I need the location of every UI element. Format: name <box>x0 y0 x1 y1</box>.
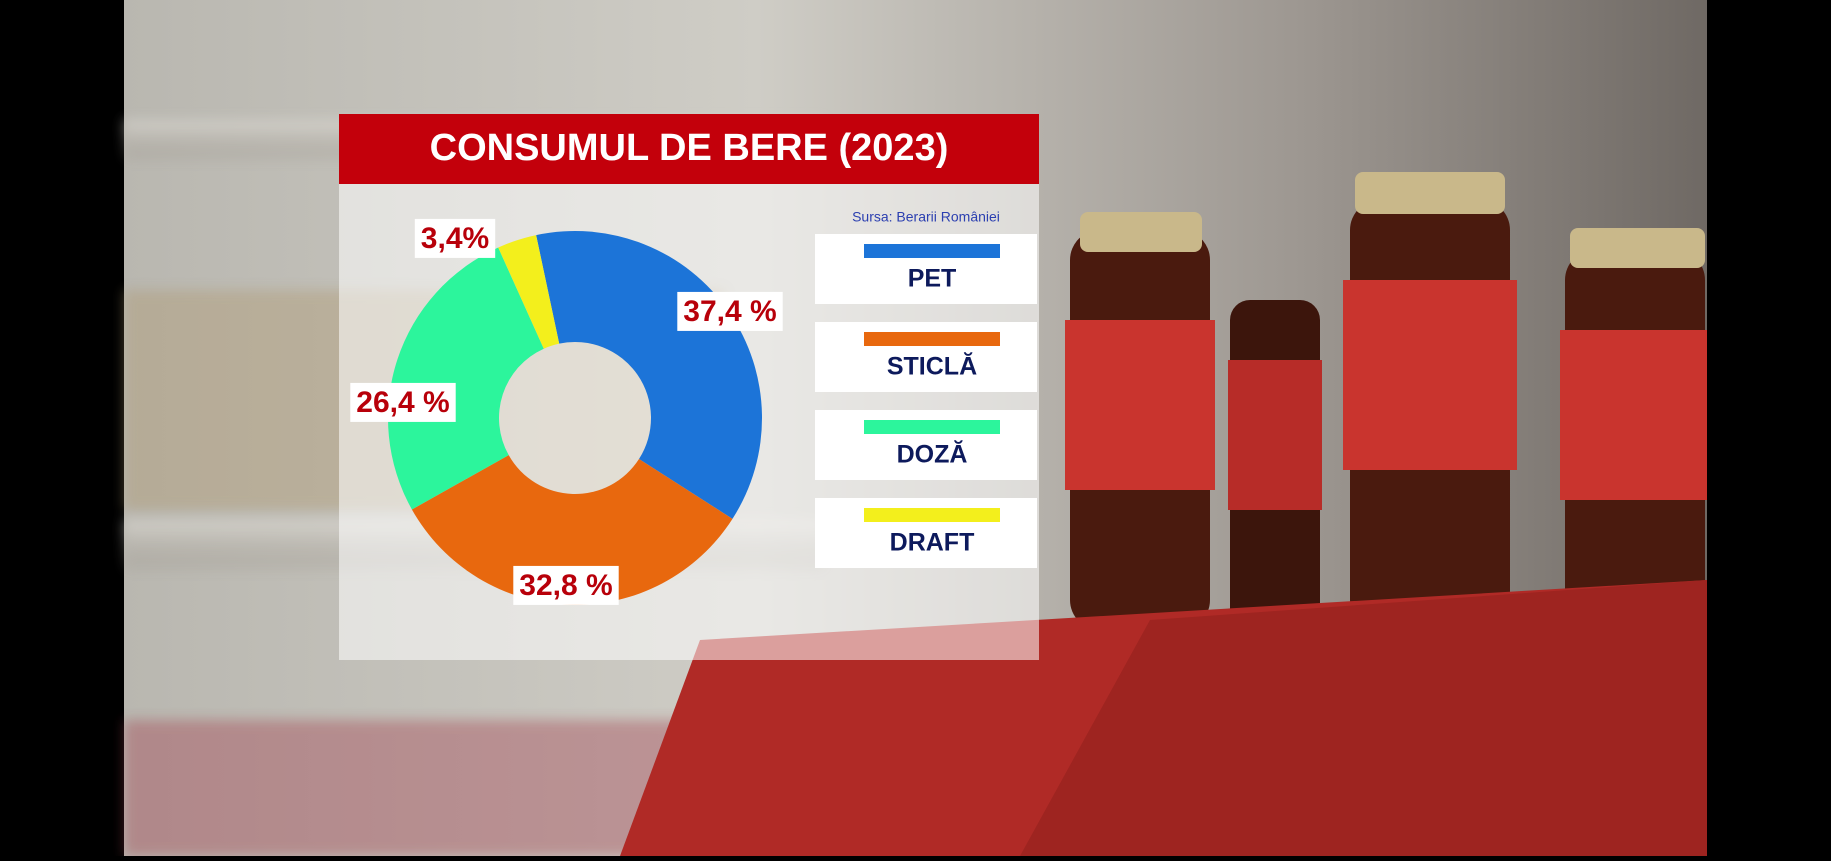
value-label-text: 32,8 % <box>519 569 612 602</box>
legend-swatch <box>864 244 1000 258</box>
wedge <box>411 455 733 605</box>
value-label-box <box>414 218 496 258</box>
wedge <box>388 247 544 510</box>
value-labels: 37,4 % 32,8 % 26,4 % 3,4% <box>350 218 783 605</box>
value-label: 3,4% <box>414 218 496 258</box>
value-label-box <box>677 291 783 331</box>
legend-label: PET <box>908 265 957 293</box>
value-label: 37,4 % <box>677 291 783 331</box>
value-label: 26,4 % <box>350 382 456 422</box>
value-label-box <box>513 565 619 605</box>
value-label-text: 26,4 % <box>356 386 449 419</box>
chart-title: CONSUMUL DE BERE (2023) <box>430 127 949 169</box>
value-label-text: 3,4% <box>421 222 489 255</box>
value-label-text: 37,4 % <box>683 295 776 328</box>
legend-label: DRAFT <box>890 529 975 557</box>
value-label-box <box>350 382 456 422</box>
legend-swatch <box>864 332 1000 346</box>
bottles <box>1065 172 1707 630</box>
legend-label: STICLĂ <box>887 352 977 381</box>
value-label: 32,8 % <box>513 565 619 605</box>
legend-label: DOZĂ <box>897 440 968 469</box>
source-note: Sursa: Berarii României <box>852 209 1000 225</box>
wedge <box>498 235 560 349</box>
donut <box>388 231 762 605</box>
legend-swatch <box>864 420 1000 434</box>
title-bar <box>339 114 1039 184</box>
legend: PET STICLĂ DOZĂ DRAFT <box>815 234 1037 568</box>
legend-swatch <box>864 508 1000 522</box>
